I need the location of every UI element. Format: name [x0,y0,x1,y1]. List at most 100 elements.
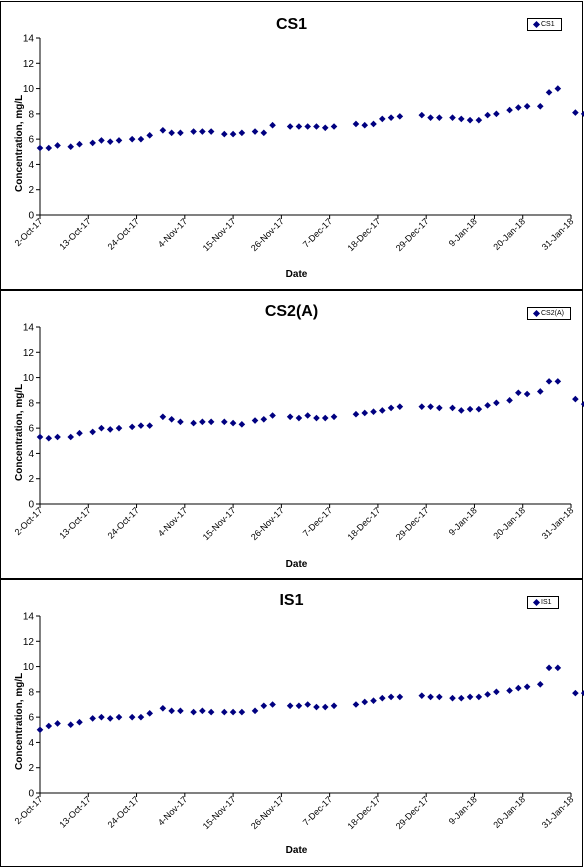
data-point-marker [580,400,584,408]
data-point-marker [168,129,175,137]
data-point-marker [370,120,377,128]
data-point-marker [146,710,154,717]
chart-title: IS1 [279,592,304,609]
data-point-marker [554,85,562,92]
data-point-marker [295,123,303,130]
data-point-marker [436,693,443,701]
data-point-marker [506,106,513,114]
data-point-marker [89,428,96,436]
x-tick-label: 24-Oct-17 [106,505,141,540]
data-point-marker [260,415,268,423]
y-tick-label: 10 [23,84,35,95]
data-point-marker [396,113,404,120]
data-point-marker [304,123,311,130]
data-point-marker [545,664,553,672]
y-tick-label: 6 [28,135,34,146]
data-point-marker [493,688,500,696]
x-tick-label: 24-Oct-17 [106,794,141,829]
data-point-marker [286,413,294,421]
data-point-marker [177,129,184,137]
data-point-marker [286,123,294,130]
data-point-marker [54,142,61,149]
data-point-marker [396,693,404,701]
data-point-marker [238,708,246,716]
data-point-marker [370,408,377,416]
x-tick-label: 4-Nov-17 [156,794,189,827]
data-point-marker [436,404,443,412]
legend: CS1 [527,18,562,31]
data-point-marker [137,713,145,721]
data-point-marker [321,414,329,422]
data-point-marker [330,413,338,421]
data-point-marker [229,130,237,138]
data-point-marker [361,409,369,417]
y-tick-label: 6 [28,424,34,435]
data-point-marker [506,397,513,404]
data-point-marker [286,702,294,710]
data-point-marker [36,144,44,152]
x-tick-label: 24-Oct-17 [106,216,141,251]
data-point-marker [580,689,584,697]
data-point-marker [313,414,320,422]
data-point-marker [427,114,434,121]
data-point-marker [387,114,395,121]
data-point-marker [523,390,531,398]
data-point-marker [484,111,491,119]
data-point-marker [137,135,145,143]
data-point-marker [304,412,311,419]
y-tick-label: 10 [23,373,35,384]
data-point-marker [378,115,386,123]
y-tick-label: 4 [28,160,34,171]
data-point-marker [146,422,154,429]
x-tick-label: 26-Nov-17 [249,505,286,542]
data-point-marker [229,419,237,427]
x-tick-label: 31-Jan-18 [540,794,576,830]
data-point-marker [45,434,53,442]
data-point-marker [238,129,246,137]
data-point-marker [106,715,114,722]
data-point-marker [115,137,123,144]
chart-title: CS2(A) [264,303,319,320]
data-point-marker [506,687,513,694]
data-point-marker [106,426,114,433]
x-tick-label: 9-Jan-18 [447,216,479,248]
data-point-marker [387,693,395,701]
data-point-marker [159,704,167,712]
data-point-marker [457,115,465,123]
data-point-marker [313,703,320,711]
data-point-marker [330,123,338,130]
data-point-marker [427,693,434,701]
y-tick-label: 4 [28,449,34,460]
data-point-marker [251,707,259,715]
data-point-marker [449,404,456,412]
data-point-marker [352,410,360,418]
data-point-marker [36,433,44,441]
data-point-marker [313,123,320,130]
data-point-marker [146,132,154,139]
data-point-marker [466,116,474,124]
legend-entry: CS2(A) [541,310,564,317]
y-tick-label: 2 [28,474,34,485]
data-point-marker [76,429,83,437]
data-point-marker [159,413,167,421]
data-point-marker [457,407,465,414]
data-point-marker [387,404,395,412]
data-point-marker [545,378,553,385]
x-tick-label: 7-Dec-17 [301,216,334,249]
data-point-marker [54,433,61,441]
x-tick-label: 18-Dec-17 [346,794,383,831]
data-point-marker [436,114,443,121]
data-point-marker [67,721,75,729]
data-point-marker [199,707,206,715]
data-point-marker [98,137,105,144]
data-point-marker [229,708,237,716]
data-point-marker [321,703,329,711]
data-point-marker [484,691,491,698]
data-point-marker [515,104,522,111]
data-point-marker [168,415,175,423]
data-point-marker [190,708,197,716]
data-point-marker [76,718,83,726]
y-tick-label: 2 [28,185,34,196]
y-tick-label: 8 [28,687,34,698]
